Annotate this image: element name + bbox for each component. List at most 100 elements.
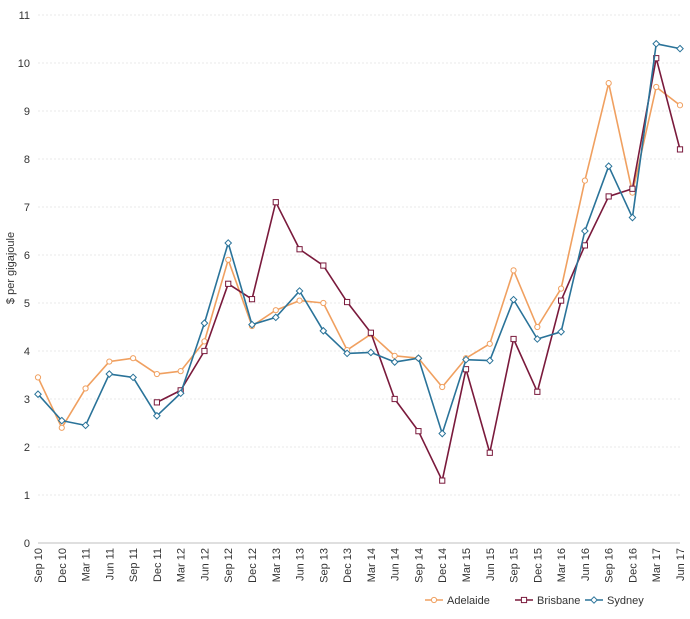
data-point bbox=[486, 340, 493, 347]
x-tick-label: Sep 14 bbox=[413, 548, 425, 583]
data-point bbox=[82, 385, 89, 392]
x-tick-label: Jun 12 bbox=[199, 548, 211, 581]
data-point bbox=[628, 213, 637, 222]
x-tick-label: Mar 17 bbox=[651, 548, 663, 582]
x-tick-label: Jun 14 bbox=[390, 548, 402, 581]
y-tick-label: 11 bbox=[19, 10, 30, 22]
data-point bbox=[248, 320, 256, 329]
data-point bbox=[652, 39, 661, 48]
data-point bbox=[390, 358, 399, 366]
data-point bbox=[272, 307, 279, 314]
data-point bbox=[581, 177, 588, 184]
y-tick-label: 10 bbox=[18, 58, 30, 70]
data-point bbox=[152, 411, 161, 420]
legend-item-adelaide: Adelaide bbox=[425, 595, 490, 607]
data-point bbox=[581, 242, 588, 249]
data-point bbox=[129, 373, 138, 382]
y-tick-label: 0 bbox=[24, 538, 30, 550]
data-point bbox=[272, 199, 279, 206]
x-tick-label: Dec 13 bbox=[342, 548, 354, 583]
data-point bbox=[296, 297, 303, 304]
data-point bbox=[430, 596, 438, 604]
y-tick-label: 4 bbox=[24, 346, 30, 358]
data-point bbox=[105, 370, 114, 378]
x-tick-label: Jun 15 bbox=[485, 548, 497, 581]
data-point bbox=[319, 326, 328, 335]
data-point bbox=[391, 395, 398, 403]
y-tick-label: 2 bbox=[24, 442, 30, 454]
y-tick-label: 9 bbox=[24, 106, 30, 118]
x-tick-label: Dec 15 bbox=[532, 548, 544, 583]
legend-label: Brisbane bbox=[537, 595, 580, 607]
x-tick-label: Sep 12 bbox=[223, 548, 235, 583]
y-tick-label: 1 bbox=[24, 490, 30, 502]
data-point bbox=[509, 295, 518, 304]
data-point bbox=[153, 399, 160, 406]
data-point bbox=[510, 267, 517, 274]
legend-item-sydney: Sydney bbox=[585, 595, 644, 607]
data-point bbox=[534, 323, 541, 331]
x-tick-label: Sep 10 bbox=[33, 548, 45, 583]
data-point bbox=[271, 313, 280, 322]
x-tick-label: Sep 16 bbox=[604, 548, 616, 583]
data-point bbox=[605, 193, 612, 200]
x-tick-label: Jun 13 bbox=[295, 548, 307, 581]
data-point bbox=[343, 349, 352, 358]
data-point bbox=[605, 80, 612, 87]
data-point bbox=[485, 356, 494, 365]
x-tick-label: Dec 10 bbox=[57, 548, 69, 583]
data-point bbox=[81, 421, 90, 430]
x-tick-label: Mar 13 bbox=[271, 548, 283, 582]
x-tick-label: Sep 15 bbox=[509, 548, 521, 583]
data-point bbox=[320, 299, 327, 307]
x-tick-label: Mar 16 bbox=[556, 548, 568, 582]
data-point bbox=[533, 335, 542, 343]
x-tick-label: Dec 16 bbox=[627, 548, 639, 583]
x-tick-label: Jun 17 bbox=[675, 548, 687, 581]
data-point bbox=[106, 358, 113, 365]
data-point bbox=[201, 347, 208, 355]
x-tick-label: Mar 11 bbox=[81, 548, 93, 581]
data-point bbox=[58, 424, 65, 431]
x-tick-label: Dec 12 bbox=[247, 548, 259, 583]
data-point bbox=[201, 338, 208, 345]
x-tick-label: Sep 13 bbox=[318, 548, 330, 583]
data-point bbox=[57, 416, 66, 425]
data-point bbox=[580, 227, 589, 235]
y-tick-label: 6 bbox=[24, 250, 30, 262]
data-point bbox=[676, 102, 684, 109]
axes: 0 1 2 3 4 5 6 7 8 9 10 11 Sep 10 Dec 10 Mar 11 Jun 11 Se… bbox=[18, 10, 687, 583]
x-tick-label: Dec 11 bbox=[152, 548, 164, 582]
data-point bbox=[296, 246, 303, 253]
data-point bbox=[676, 44, 684, 53]
data-point bbox=[414, 354, 423, 363]
series-adelaide bbox=[34, 80, 684, 431]
data-point bbox=[439, 383, 446, 391]
y-axis-title: $ per gigajoule bbox=[5, 232, 17, 304]
legend-item-brisbane: Brisbane bbox=[515, 595, 580, 607]
data-point bbox=[177, 368, 184, 375]
data-point bbox=[320, 262, 327, 269]
y-tick-label: 3 bbox=[24, 394, 30, 406]
data-point bbox=[200, 319, 209, 328]
data-point bbox=[34, 374, 42, 381]
data-point bbox=[34, 390, 42, 399]
x-tick-label: Jun 11 bbox=[104, 548, 116, 580]
grid bbox=[38, 14, 680, 496]
series-brisbane bbox=[153, 55, 684, 484]
data-point bbox=[344, 298, 351, 306]
series-sydney bbox=[34, 39, 684, 438]
data-point bbox=[367, 329, 374, 336]
data-point bbox=[415, 428, 422, 435]
data-point bbox=[225, 280, 232, 287]
data-point bbox=[558, 285, 565, 292]
legend-label: Sydney bbox=[607, 595, 644, 607]
data-point bbox=[248, 296, 256, 303]
series-line bbox=[37, 82, 681, 429]
data-point bbox=[153, 370, 160, 378]
data-point bbox=[225, 256, 232, 263]
series-layer bbox=[34, 39, 684, 484]
data-point bbox=[590, 596, 598, 604]
data-point bbox=[224, 239, 233, 247]
